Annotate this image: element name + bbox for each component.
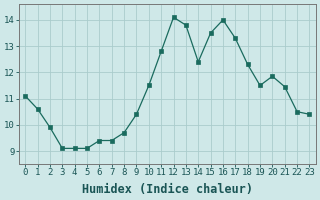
X-axis label: Humidex (Indice chaleur): Humidex (Indice chaleur) bbox=[82, 183, 253, 196]
